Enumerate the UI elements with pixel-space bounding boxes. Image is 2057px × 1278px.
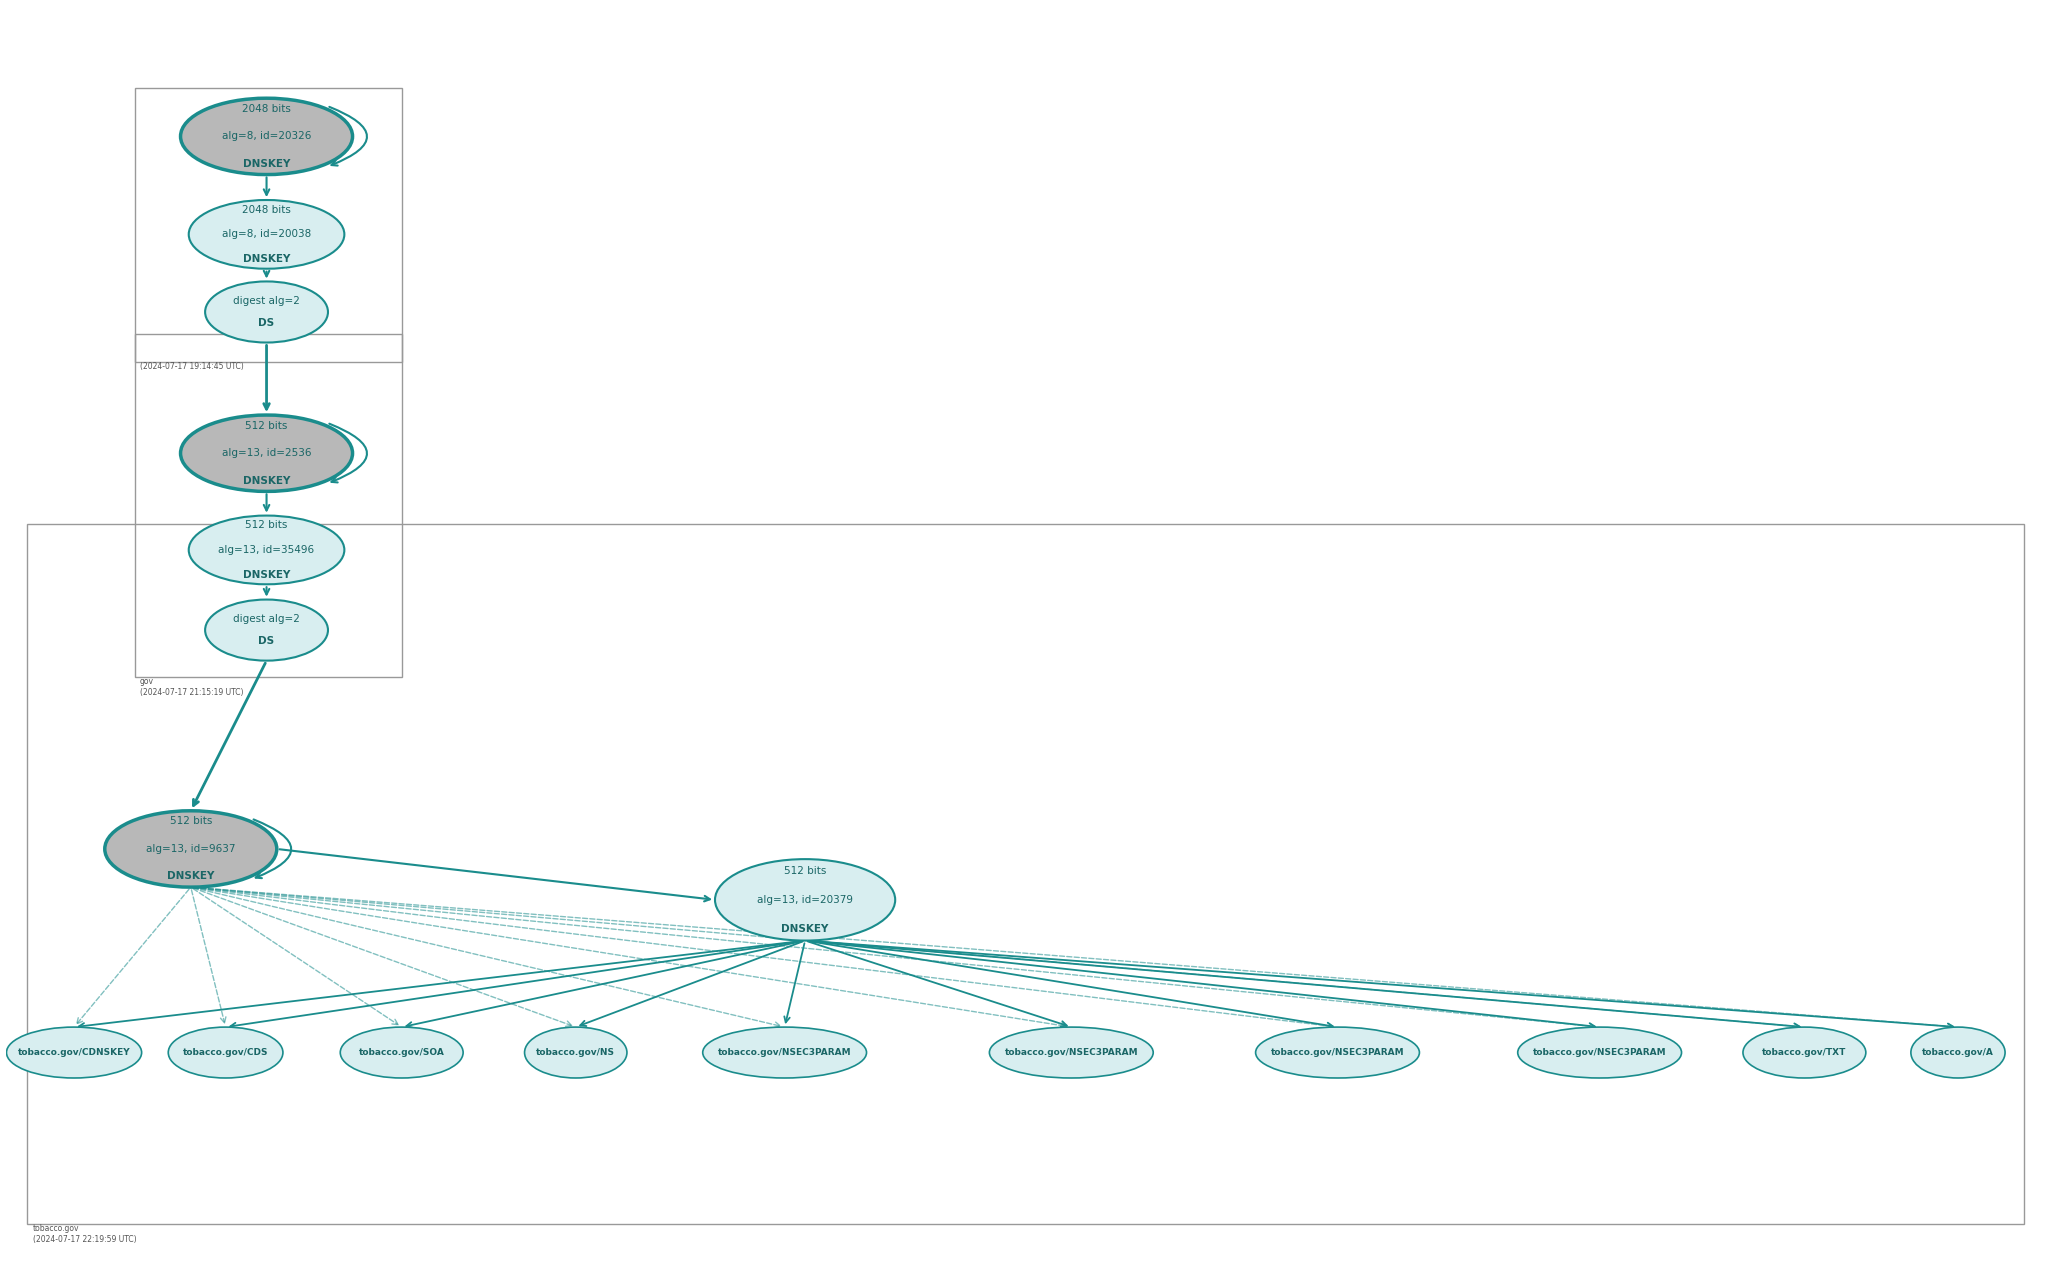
Ellipse shape [525, 1028, 627, 1079]
Ellipse shape [1518, 1028, 1681, 1079]
Text: (2024-07-17 19:14:45 UTC): (2024-07-17 19:14:45 UTC) [140, 362, 243, 371]
Text: alg=8, id=20326: alg=8, id=20326 [222, 132, 311, 142]
Text: alg=8, id=20038: alg=8, id=20038 [222, 229, 311, 239]
FancyArrowPatch shape [193, 887, 1954, 1029]
Ellipse shape [339, 1028, 463, 1079]
Ellipse shape [1742, 1028, 1866, 1079]
FancyArrowPatch shape [78, 941, 802, 1029]
Ellipse shape [206, 599, 327, 661]
Ellipse shape [189, 199, 344, 268]
Text: DNSKEY: DNSKEY [782, 924, 829, 934]
Text: tobacco.gov/TXT: tobacco.gov/TXT [1763, 1048, 1847, 1057]
FancyArrowPatch shape [808, 941, 1333, 1029]
FancyArrowPatch shape [407, 941, 802, 1028]
Ellipse shape [1255, 1028, 1419, 1079]
Text: tobacco.gov/CDS: tobacco.gov/CDS [183, 1048, 267, 1057]
Text: DNSKEY: DNSKEY [167, 872, 214, 882]
FancyArrowPatch shape [808, 941, 1800, 1029]
Text: 512 bits: 512 bits [245, 520, 288, 530]
Text: DNSKEY: DNSKEY [243, 254, 290, 265]
FancyArrowPatch shape [193, 887, 1596, 1029]
FancyArrowPatch shape [193, 663, 265, 805]
FancyArrowPatch shape [329, 107, 366, 166]
FancyArrowPatch shape [193, 888, 780, 1028]
Text: tobacco.gov/NS: tobacco.gov/NS [537, 1048, 615, 1057]
Text: tobacco.gov/SOA: tobacco.gov/SOA [358, 1048, 444, 1057]
Ellipse shape [181, 98, 352, 175]
Text: alg=13, id=9637: alg=13, id=9637 [146, 843, 237, 854]
FancyArrowPatch shape [193, 888, 399, 1025]
FancyArrowPatch shape [263, 345, 269, 409]
Text: DS: DS [259, 636, 274, 647]
Text: 2048 bits: 2048 bits [243, 104, 290, 114]
FancyArrowPatch shape [193, 887, 1068, 1029]
Text: 2048 bits: 2048 bits [243, 204, 290, 215]
FancyArrowPatch shape [191, 889, 226, 1022]
Ellipse shape [181, 415, 352, 492]
Text: 512 bits: 512 bits [245, 420, 288, 431]
FancyArrowPatch shape [263, 178, 269, 196]
Text: DS: DS [259, 318, 274, 328]
Text: alg=13, id=20379: alg=13, id=20379 [757, 895, 854, 905]
FancyArrowPatch shape [193, 887, 1333, 1029]
Text: alg=13, id=2536: alg=13, id=2536 [222, 449, 311, 459]
Text: tobacco.gov/NSEC3PARAM: tobacco.gov/NSEC3PARAM [1532, 1048, 1666, 1057]
FancyArrowPatch shape [784, 943, 804, 1022]
Text: tobacco.gov/NSEC3PARAM: tobacco.gov/NSEC3PARAM [1004, 1048, 1138, 1057]
Text: tobacco.gov/NSEC3PARAM: tobacco.gov/NSEC3PARAM [1271, 1048, 1405, 1057]
Ellipse shape [6, 1028, 142, 1079]
FancyArrowPatch shape [808, 941, 1594, 1029]
Text: digest alg=2: digest alg=2 [232, 615, 300, 624]
FancyArrowPatch shape [263, 271, 269, 276]
FancyArrowPatch shape [329, 424, 366, 482]
Ellipse shape [189, 515, 344, 584]
Text: tobacco.gov/NSEC3PARAM: tobacco.gov/NSEC3PARAM [718, 1048, 852, 1057]
FancyArrowPatch shape [263, 495, 269, 510]
Ellipse shape [1911, 1028, 2006, 1079]
Ellipse shape [703, 1028, 866, 1079]
Ellipse shape [716, 859, 895, 941]
FancyArrowPatch shape [253, 819, 292, 878]
Text: alg=13, id=35496: alg=13, id=35496 [218, 544, 315, 555]
Text: digest alg=2: digest alg=2 [232, 296, 300, 305]
Text: DNSKEY: DNSKEY [243, 475, 290, 486]
Ellipse shape [989, 1028, 1154, 1079]
FancyArrowPatch shape [580, 942, 802, 1026]
FancyArrowPatch shape [230, 941, 802, 1029]
Text: tobacco.gov/CDNSKEY: tobacco.gov/CDNSKEY [19, 1048, 130, 1057]
Ellipse shape [206, 281, 327, 343]
FancyArrowPatch shape [76, 889, 189, 1024]
FancyArrowPatch shape [193, 888, 572, 1026]
Text: tobacco.gov/A: tobacco.gov/A [1921, 1048, 1993, 1057]
FancyArrowPatch shape [808, 942, 1068, 1026]
Ellipse shape [169, 1028, 284, 1079]
Ellipse shape [105, 810, 278, 887]
Text: DNSKEY: DNSKEY [243, 570, 290, 580]
Text: gov
(2024-07-17 21:15:19 UTC): gov (2024-07-17 21:15:19 UTC) [140, 677, 243, 697]
Text: tobacco.gov
(2024-07-17 22:19:59 UTC): tobacco.gov (2024-07-17 22:19:59 UTC) [33, 1224, 136, 1243]
FancyArrowPatch shape [808, 941, 1954, 1029]
Text: 512 bits: 512 bits [169, 817, 212, 827]
FancyArrowPatch shape [193, 887, 1800, 1029]
Text: 512 bits: 512 bits [784, 865, 827, 875]
Text: DNSKEY: DNSKEY [243, 158, 290, 169]
FancyArrowPatch shape [263, 587, 269, 594]
FancyArrowPatch shape [280, 850, 710, 901]
